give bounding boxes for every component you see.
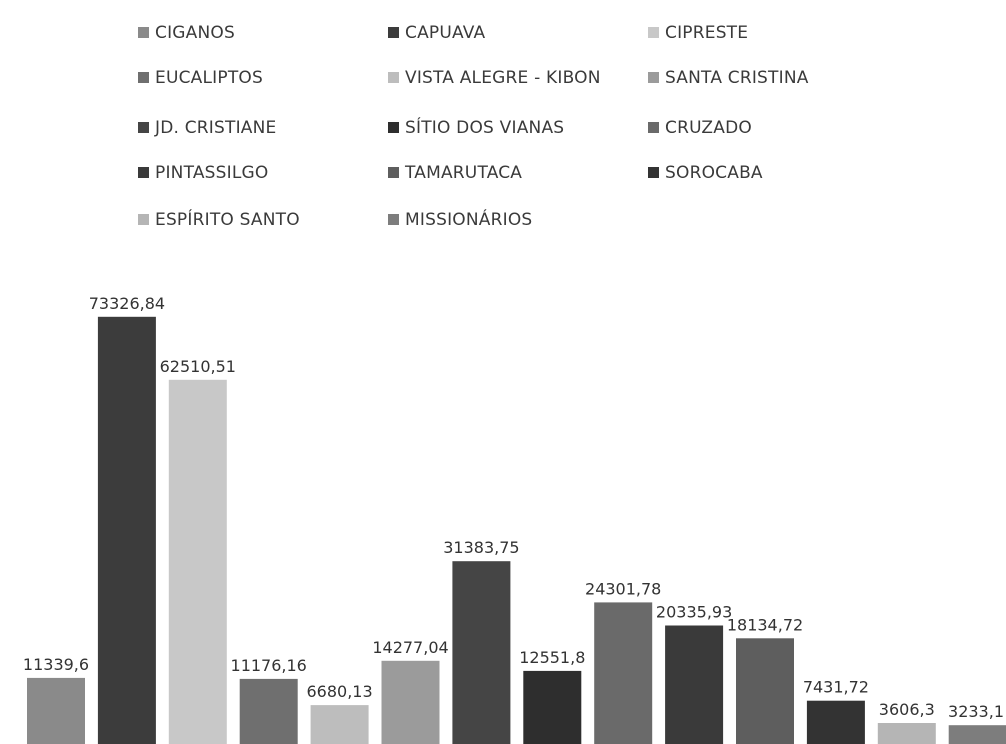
bar <box>948 725 1006 744</box>
legend-swatch <box>648 122 659 133</box>
legend-item: VISTA ALEGRE - KIBON <box>388 67 601 89</box>
legend-label: JD. CRISTIANE <box>155 118 277 138</box>
legend-swatch <box>138 72 149 83</box>
legend-swatch <box>138 122 149 133</box>
legend-item: CIGANOS <box>138 22 235 44</box>
legend-item: ESPÍRITO SANTO <box>138 209 300 231</box>
legend-swatch <box>388 214 399 225</box>
legend-item: CAPUAVA <box>388 22 485 44</box>
legend-swatch <box>648 72 659 83</box>
legend-label: EUCALIPTOS <box>155 68 263 88</box>
data-label: 14277,04 <box>372 638 448 657</box>
legend-swatch <box>388 72 399 83</box>
bar <box>239 678 298 744</box>
legend-label: VISTA ALEGRE - KIBON <box>405 68 601 88</box>
bar <box>665 625 724 744</box>
legend-item: MISSIONÁRIOS <box>388 209 532 231</box>
legend-label: MISSIONÁRIOS <box>405 210 533 230</box>
bar <box>27 677 85 744</box>
legend-item: JD. CRISTIANE <box>138 117 276 139</box>
legend-swatch <box>388 167 399 178</box>
legend-swatch <box>648 27 659 38</box>
bar <box>452 561 511 744</box>
chart-legend: CIGANOS CAPUAVA CIPRESTE EUCALIPTOS VISTA AL… <box>0 0 1006 250</box>
data-label: 20335,93 <box>656 603 732 622</box>
data-label: 12551,8 <box>519 648 585 667</box>
legend-label: ESPÍRITO SANTO <box>155 210 300 230</box>
data-label: 73326,84 <box>89 294 165 313</box>
data-label: 62510,51 <box>160 357 236 376</box>
bar <box>806 700 865 744</box>
legend-item: TAMARUTACA <box>388 162 522 184</box>
data-label: 7431,72 <box>803 678 869 697</box>
legend-item: EUCALIPTOS <box>138 67 263 89</box>
legend-label: TAMARUTACA <box>405 163 523 183</box>
legend-item: SÍTIO DOS VIANAS <box>388 117 564 139</box>
data-label: 11176,16 <box>231 656 307 675</box>
data-label: 6680,13 <box>307 682 373 701</box>
bar <box>877 723 936 744</box>
bar <box>310 705 369 744</box>
legend-item: SANTA CRISTINA <box>648 67 809 89</box>
bar <box>523 670 582 744</box>
legend-label: CAPUAVA <box>405 23 486 43</box>
legend-label: CIGANOS <box>155 23 235 43</box>
bar <box>594 602 653 744</box>
legend-swatch <box>138 167 149 178</box>
bar <box>736 638 794 744</box>
legend-item: PINTASSILGO <box>138 162 269 184</box>
bar <box>97 316 156 744</box>
data-label: 11339,6 <box>23 655 89 674</box>
data-label: 3606,3 <box>879 700 935 719</box>
legend-item: SOROCABA <box>648 162 763 184</box>
legend-swatch <box>648 167 659 178</box>
legend-item: CIPRESTE <box>648 22 748 44</box>
legend-swatch <box>138 27 149 38</box>
legend-item: CRUZADO <box>648 117 752 139</box>
data-label: 3233,1 <box>948 702 1004 721</box>
legend-swatch <box>388 27 399 38</box>
legend-label: SÍTIO DOS VIANAS <box>405 118 565 138</box>
legend-label: SANTA CRISTINA <box>665 68 809 88</box>
legend-label: CIPRESTE <box>665 23 749 43</box>
bar <box>168 379 227 744</box>
legend-label: CRUZADO <box>665 118 752 138</box>
data-label: 31383,75 <box>443 538 519 557</box>
legend-swatch <box>388 122 399 133</box>
bar <box>381 660 440 744</box>
legend-swatch <box>138 214 149 225</box>
legend-label: SOROCABA <box>665 163 763 183</box>
legend-label: PINTASSILGO <box>155 163 269 183</box>
data-label: 18134,72 <box>727 615 803 634</box>
data-label: 24301,78 <box>585 579 661 598</box>
